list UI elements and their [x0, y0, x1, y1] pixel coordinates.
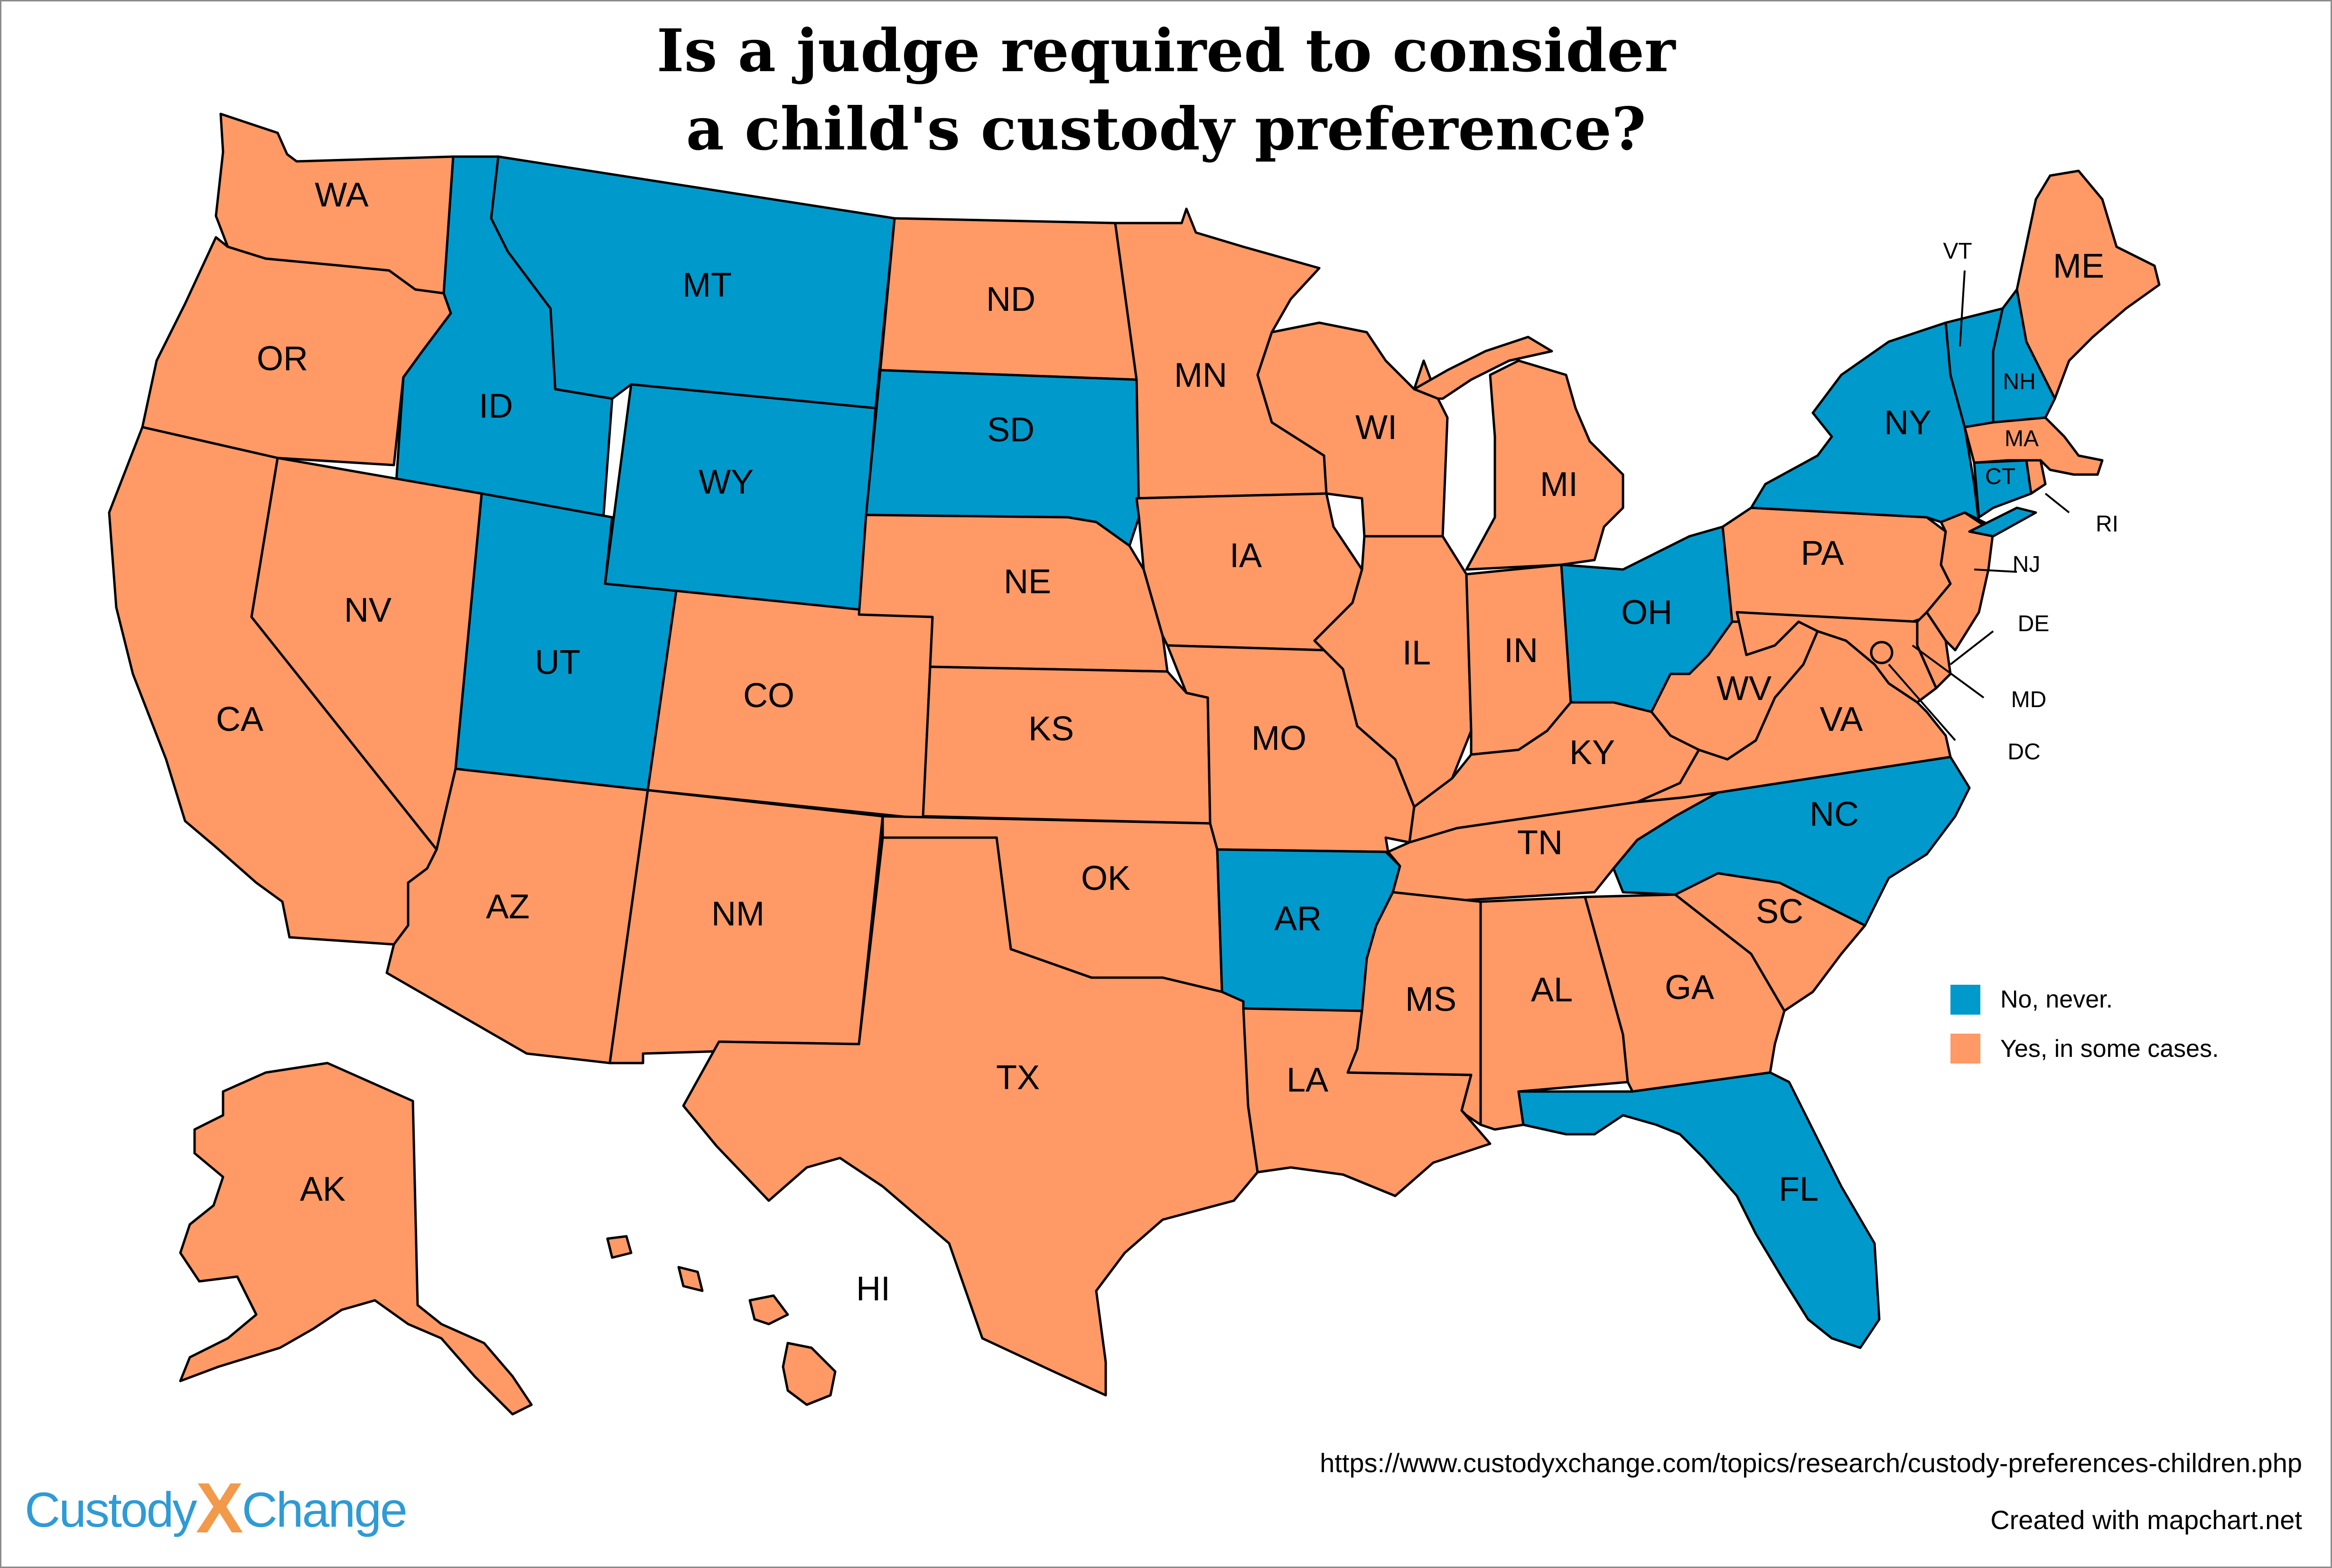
state-label-vt: VT	[1943, 239, 1972, 264]
map-title: Is a judge required to consider a child'…	[0, 12, 2332, 168]
state-label-co: CO	[743, 677, 794, 715]
title-line-2: a child's custody preference?	[686, 95, 1646, 164]
state-tx[interactable]	[682, 836, 1259, 1397]
state-label-tx: TX	[996, 1059, 1040, 1097]
state-ak[interactable]	[179, 1062, 533, 1416]
state-label-mo: MO	[1251, 719, 1306, 757]
state-label-ar: AR	[1274, 900, 1322, 938]
state-hi-island-maui[interactable]	[748, 1294, 789, 1325]
state-label-ga: GA	[1665, 969, 1714, 1007]
state-label-ri: RI	[2096, 512, 2118, 537]
state-label-mt: MT	[682, 266, 732, 304]
state-label-ne: NE	[1004, 563, 1051, 601]
source-url[interactable]: https://www.custodyxchange.com/topics/re…	[1320, 1448, 2302, 1478]
state-fl	[1517, 1071, 1881, 1349]
state-label-tn: TN	[1517, 824, 1563, 862]
state-wi[interactable]	[1256, 321, 1449, 538]
state-label-ny: NY	[1884, 404, 1931, 442]
state-label-nv: NV	[344, 591, 392, 629]
title-line-1: Is a judge required to consider	[656, 17, 1676, 85]
state-label-in: IN	[1504, 632, 1538, 670]
state-label-il: IL	[1402, 634, 1431, 672]
state-label-id: ID	[479, 387, 513, 425]
state-label-de: DE	[2018, 611, 2050, 636]
state-ny-long-island	[1968, 506, 2037, 538]
state-ct	[1973, 459, 2033, 519]
logo-part-1: Custody	[25, 1483, 197, 1538]
state-label-ok: OK	[1081, 859, 1130, 897]
label-leader-lines	[1888, 270, 2070, 741]
custodyxchange-logo: CustodyXChange	[25, 1472, 408, 1543]
state-label-ks: KS	[1028, 710, 1074, 748]
state-label-wv: WV	[1716, 670, 1772, 708]
state-label-sd: SD	[987, 411, 1035, 449]
state-label-nm: NM	[711, 895, 765, 933]
state-ri[interactable]	[2025, 459, 2047, 495]
legend-label-no: No, never.	[2000, 986, 2113, 1013]
state-label-or: OR	[257, 340, 308, 378]
state-mi-upper[interactable]	[1413, 336, 1553, 400]
state-label-nj: NJ	[2013, 552, 2041, 577]
state-label-ms: MS	[1405, 980, 1456, 1018]
state-label-dc: DC	[2007, 739, 2040, 765]
credit-text: Created with mapchart.net	[1990, 1505, 2302, 1535]
logo-part-2: Change	[242, 1483, 408, 1538]
legend-swatch-yes	[1950, 1034, 1980, 1064]
state-hi-island-oahu[interactable]	[677, 1266, 704, 1292]
state-label-fl: FL	[1779, 1170, 1819, 1208]
state-label-la: LA	[1287, 1061, 1328, 1099]
state-label-wy: WY	[699, 463, 754, 501]
state-label-wi: WI	[1355, 409, 1397, 447]
state-me[interactable]	[2015, 169, 2161, 400]
state-label-va: VA	[1820, 700, 1863, 738]
state-label-nc: NC	[1810, 795, 1859, 833]
state-label-ia: IA	[1230, 537, 1262, 575]
legend-swatch-no	[1950, 985, 1980, 1015]
state-label-ma: MA	[2005, 426, 2039, 451]
state-label-nh: NH	[2003, 369, 2035, 394]
state-hi-island-big[interactable]	[782, 1342, 837, 1406]
dc-marker[interactable]	[1870, 641, 1894, 664]
state-label-md: MD	[2011, 687, 2047, 712]
state-label-ct: CT	[1985, 464, 2015, 489]
state-label-ak: AK	[300, 1170, 345, 1208]
state-label-pa: PA	[1801, 534, 1844, 572]
state-label-ca: CA	[216, 700, 263, 738]
state-label-mn: MN	[1174, 356, 1227, 394]
state-mi[interactable]	[1465, 359, 1624, 571]
state-label-ut: UT	[535, 644, 580, 681]
logo-x: X	[196, 1468, 243, 1548]
state-label-hi: HI	[856, 1270, 890, 1308]
state-label-al: AL	[1531, 971, 1573, 1009]
state-label-mi: MI	[1540, 466, 1578, 504]
state-label-nd: ND	[986, 280, 1035, 318]
state-label-oh: OH	[1621, 594, 1672, 632]
legend-label-yes: Yes, in some cases.	[2000, 1035, 2219, 1063]
state-label-sc: SC	[1756, 893, 1803, 931]
state-hi-island-kauai[interactable]	[606, 1235, 633, 1259]
state-label-wa: WA	[315, 176, 368, 214]
state-label-az: AZ	[486, 888, 530, 926]
state-label-me: ME	[2053, 247, 2104, 285]
state-label-ky: KY	[1569, 734, 1615, 772]
